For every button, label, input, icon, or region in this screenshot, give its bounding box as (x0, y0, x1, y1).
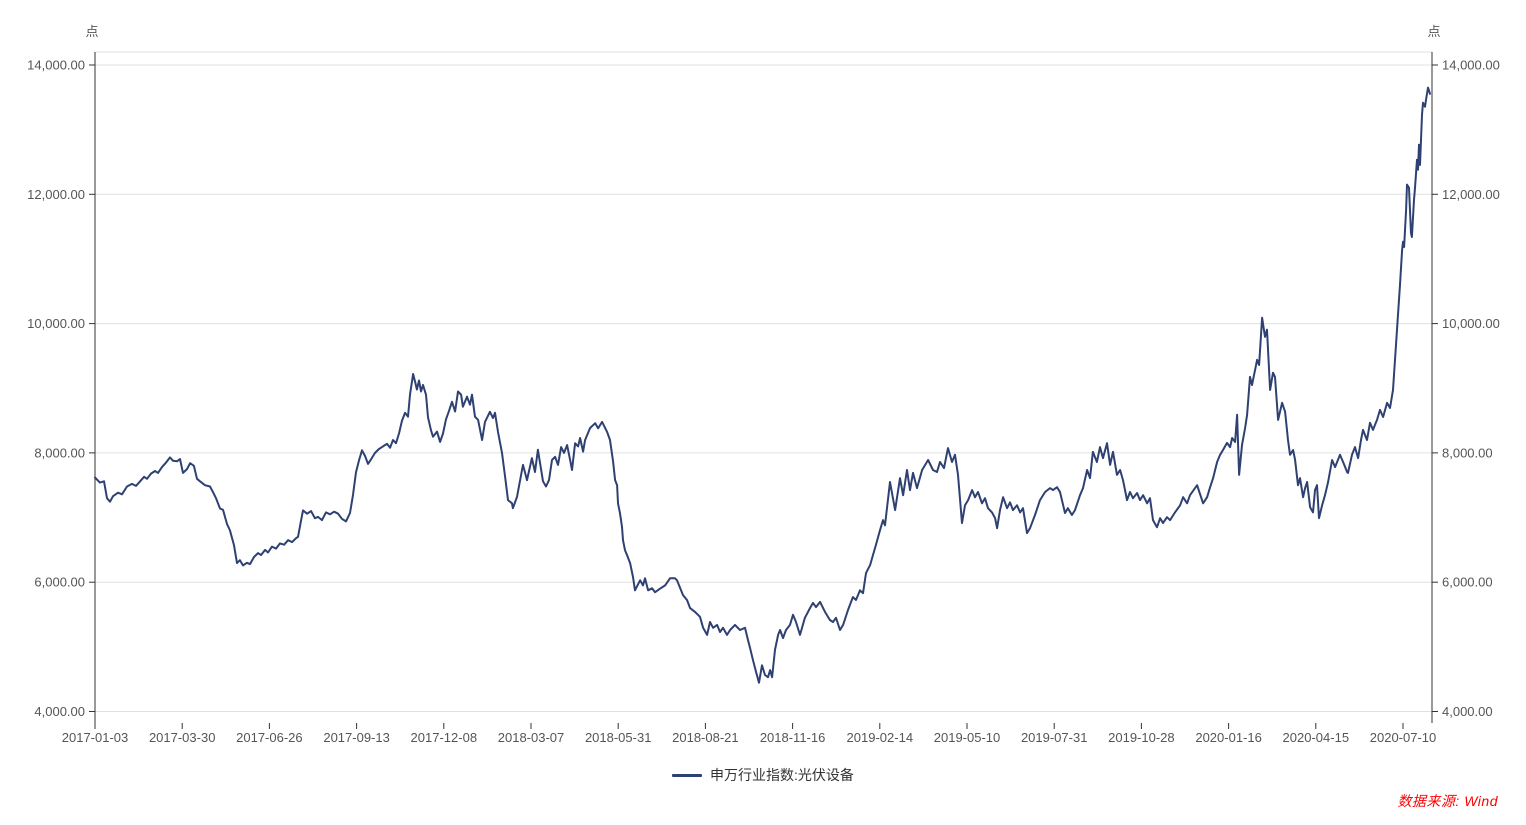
y-axis-tick-label-right: 6,000.00 (1442, 575, 1493, 590)
y-axis-unit-left: 点 (85, 24, 98, 39)
x-axis-tick-label: 2020-04-15 (1283, 730, 1350, 745)
x-axis-tick-label: 2018-03-07 (498, 730, 565, 745)
x-axis-tick-label: 2019-10-28 (1108, 730, 1175, 745)
y-axis-tick-label-right: 4,000.00 (1442, 704, 1493, 719)
x-axis-tick-label: 2018-05-31 (585, 730, 652, 745)
legend-series-label[interactable]: 申万行业指数:光伏设备 (710, 767, 854, 783)
y-axis-tick-label-right: 12,000.00 (1442, 187, 1500, 202)
x-axis-tick-label: 2017-03-30 (149, 730, 216, 745)
y-axis-tick-label-left: 4,000.00 (34, 704, 85, 719)
y-axis-tick-label-right: 8,000.00 (1442, 445, 1493, 460)
y-axis-tick-label-right: 14,000.00 (1442, 58, 1500, 73)
y-axis-tick-label-left: 8,000.00 (34, 445, 85, 460)
x-axis-tick-label: 2020-01-16 (1195, 730, 1262, 745)
data-source-note: 数据来源: Wind (1397, 793, 1498, 809)
y-axis-tick-label-right: 10,000.00 (1442, 316, 1500, 331)
x-axis-tick-label: 2017-09-13 (323, 730, 390, 745)
legend-line-marker[interactable] (672, 773, 703, 777)
x-axis-tick-label: 2017-06-26 (236, 730, 303, 745)
chart-legend: 申万行业指数:光伏设备 (0, 764, 1526, 786)
x-axis-tick-label: 2018-08-21 (672, 730, 739, 745)
x-axis-tick-label: 2017-01-03 (62, 730, 129, 745)
x-axis-tick-label: 2017-12-08 (411, 730, 478, 745)
y-axis-tick-label-left: 10,000.00 (27, 316, 85, 331)
x-axis-tick-label: 2019-05-10 (934, 730, 1001, 745)
x-axis-tick-label: 2019-02-14 (847, 730, 914, 745)
x-axis-tick-label: 2018-11-16 (760, 730, 826, 745)
y-axis-unit-right: 点 (1427, 24, 1440, 39)
y-axis-tick-label-left: 14,000.00 (27, 58, 85, 73)
series-line (94, 86, 1431, 684)
x-axis-tick-label: 2019-07-31 (1021, 730, 1088, 745)
x-axis-tick-label: 2020-07-10 (1370, 730, 1437, 745)
y-axis-tick-label-left: 12,000.00 (27, 187, 85, 202)
y-axis-tick-label-left: 6,000.00 (34, 575, 85, 590)
